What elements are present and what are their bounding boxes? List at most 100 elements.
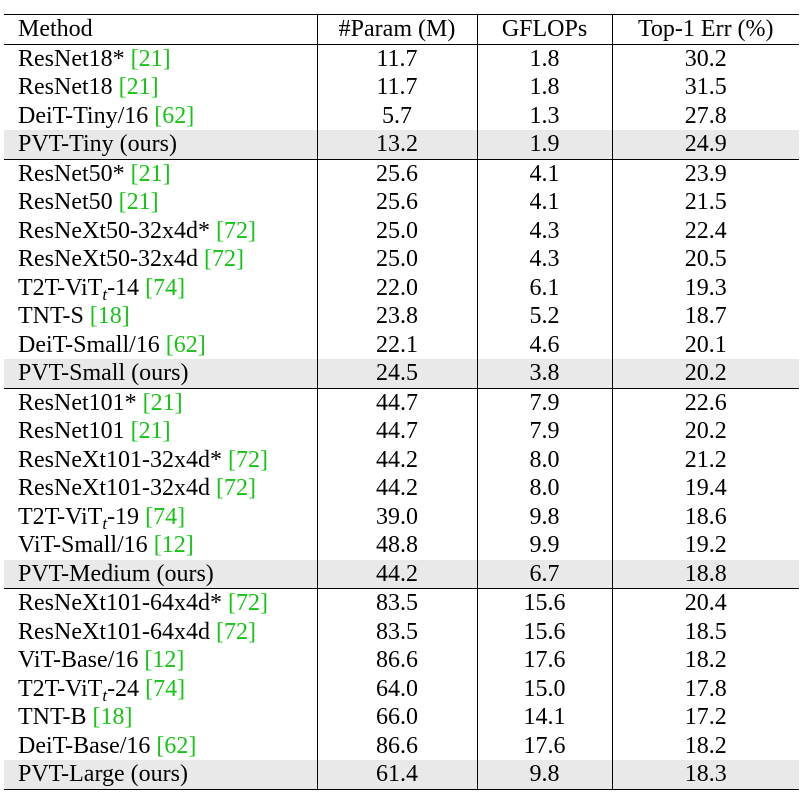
citation-close-bracket: ] (121, 303, 130, 329)
citation-link[interactable]: 72 (211, 246, 236, 272)
table-row: ResNeXt101-64x4d [72] 83.5 15.6 18.5 (4, 617, 799, 646)
citation-link[interactable]: 72 (223, 618, 248, 645)
top1-err-cell: 21.5 (611, 188, 799, 217)
header-method: Method (4, 14, 317, 45)
method-cell: ResNet18 [21] (4, 73, 317, 102)
param-cell: 61.4 (316, 760, 477, 790)
method-name: ResNet50 (18, 189, 113, 215)
citation-link[interactable]: 21 (150, 389, 175, 416)
citation-link[interactable]: 62 (173, 331, 198, 358)
gflops-cell: 17.6 (476, 646, 612, 675)
citation-link[interactable]: 18 (100, 704, 125, 730)
citation-open-bracket: [ (153, 532, 162, 558)
method-cell: ResNeXt101-32x4d [72] (4, 474, 317, 503)
method-cell: DeiT-Small/16 [62] (4, 331, 317, 360)
top1-err-cell: 18.3 (611, 760, 799, 790)
citation-open-bracket: [ (215, 475, 224, 501)
top1-err-cell: 18.8 (611, 559, 799, 589)
top1-err-cell: 19.2 (611, 531, 799, 560)
method-name: ResNet50* (18, 160, 125, 187)
method-name: TNT-B (18, 704, 87, 730)
method-cell: ViT-Base/16 [12] (4, 646, 317, 675)
table-row: ResNet18 [21] 11.7 1.8 31.5 (4, 73, 799, 102)
citation-open-bracket: [ (130, 418, 139, 444)
citation-open-bracket: [ (142, 389, 151, 416)
citation-link[interactable]: 12 (161, 532, 186, 558)
citation-open-bracket: [ (118, 74, 127, 100)
citation-open-bracket: [ (145, 274, 154, 301)
citation-link[interactable]: 12 (152, 647, 177, 673)
citation-close-bracket: ] (235, 246, 244, 272)
citation-link[interactable]: 21 (138, 160, 163, 187)
citation-link[interactable]: 72 (223, 475, 248, 501)
method-name: ResNet18* (18, 45, 125, 72)
citation-open-bracket: [ (130, 160, 139, 187)
table-row: ResNet18* [21] 11.7 1.8 30.2 (4, 44, 799, 73)
citation-link[interactable]: 21 (126, 74, 151, 100)
citation-link[interactable]: 21 (138, 45, 163, 72)
table-row: DeiT-Tiny/16 [62] 5.7 1.3 27.8 (4, 101, 799, 130)
method-cell: ResNeXt50-32x4d* [72] (4, 217, 317, 246)
table-row: ResNeXt101-64x4d* [72] 83.5 15.6 20.4 (4, 588, 799, 618)
method-cell: ResNeXt101-64x4d* [72] (4, 588, 317, 618)
citation-link[interactable]: 72 (235, 590, 260, 616)
citation-link[interactable]: 21 (126, 189, 151, 215)
citation-close-bracket: ] (177, 274, 186, 301)
top1-err-cell: 20.2 (611, 417, 799, 446)
citation-link[interactable]: 62 (162, 102, 187, 129)
table-row: ResNeXt50-32x4d* [72] 25.0 4.3 22.4 (4, 216, 799, 246)
method-name: PVT-Large (ours) (18, 761, 188, 787)
citation-link[interactable]: 74 (153, 503, 178, 530)
method-name: T2T-ViT (18, 503, 103, 530)
citation-link[interactable]: 21 (138, 418, 163, 444)
gflops-cell: 3.8 (476, 359, 612, 388)
param-cell: 39.0 (316, 502, 477, 531)
table-header: Method #Param (M) GFLOPs Top-1 Err (%) (4, 14, 799, 45)
citation-link[interactable]: 74 (153, 675, 178, 702)
method-subscript: t (102, 513, 108, 533)
citation-close-bracket: ] (162, 418, 171, 444)
param-cell: 25.6 (316, 158, 477, 188)
top1-err-cell: 24.9 (611, 130, 799, 159)
citation-close-bracket: ] (177, 503, 186, 530)
citation-link[interactable]: 18 (97, 303, 122, 329)
top1-err-cell: 19.4 (611, 474, 799, 503)
param-cell: 22.0 (316, 273, 477, 302)
method-name: T2T-ViT (18, 675, 103, 702)
citation-close-bracket: ] (124, 704, 133, 730)
method-name: ResNet101 (18, 418, 125, 444)
citation-open-bracket: [ (154, 102, 163, 129)
top1-err-cell: 21.2 (611, 445, 799, 474)
param-cell: 25.0 (316, 216, 477, 245)
table-row: ResNeXt50-32x4d [72] 25.0 4.3 20.5 (4, 245, 799, 274)
method-name: DeiT-Tiny/16 (18, 102, 149, 129)
gflops-cell: 14.1 (476, 703, 612, 732)
param-cell: 25.6 (316, 188, 477, 217)
table-row-ours: PVT-Small (ours) 24.5 3.8 20.2 (4, 359, 799, 388)
table-row: TNT-S [18] 23.8 5.2 18.7 (4, 302, 799, 331)
citation-link[interactable]: 62 (164, 732, 189, 759)
table-row: ResNeXt101-32x4d* [72] 44.2 8.0 21.2 (4, 445, 799, 474)
top1-err-cell: 30.2 (611, 44, 799, 73)
citation-open-bracket: [ (118, 189, 127, 215)
gflops-cell: 6.1 (476, 273, 612, 302)
citation-link[interactable]: 72 (235, 446, 260, 473)
param-cell: 44.2 (316, 445, 477, 474)
citation-link[interactable]: 74 (153, 274, 178, 301)
citation-open-bracket: [ (203, 246, 212, 272)
method-cell: ResNet101* [21] (4, 387, 317, 417)
citation-open-bracket: [ (227, 446, 236, 473)
top1-err-cell: 20.4 (611, 588, 799, 618)
citation-open-bracket: [ (145, 503, 154, 530)
method-cell: ResNet50 [21] (4, 188, 317, 217)
param-cell: 66.0 (316, 703, 477, 732)
param-cell: 48.8 (316, 531, 477, 560)
top1-err-cell: 20.5 (611, 245, 799, 274)
param-cell: 44.2 (316, 559, 477, 589)
gflops-cell: 9.8 (476, 760, 612, 790)
method-subscript: t (102, 284, 108, 304)
gflops-cell: 4.6 (476, 330, 612, 359)
header-param: #Param (M) (316, 14, 477, 45)
param-cell: 24.5 (316, 359, 477, 388)
citation-link[interactable]: 72 (223, 217, 248, 244)
